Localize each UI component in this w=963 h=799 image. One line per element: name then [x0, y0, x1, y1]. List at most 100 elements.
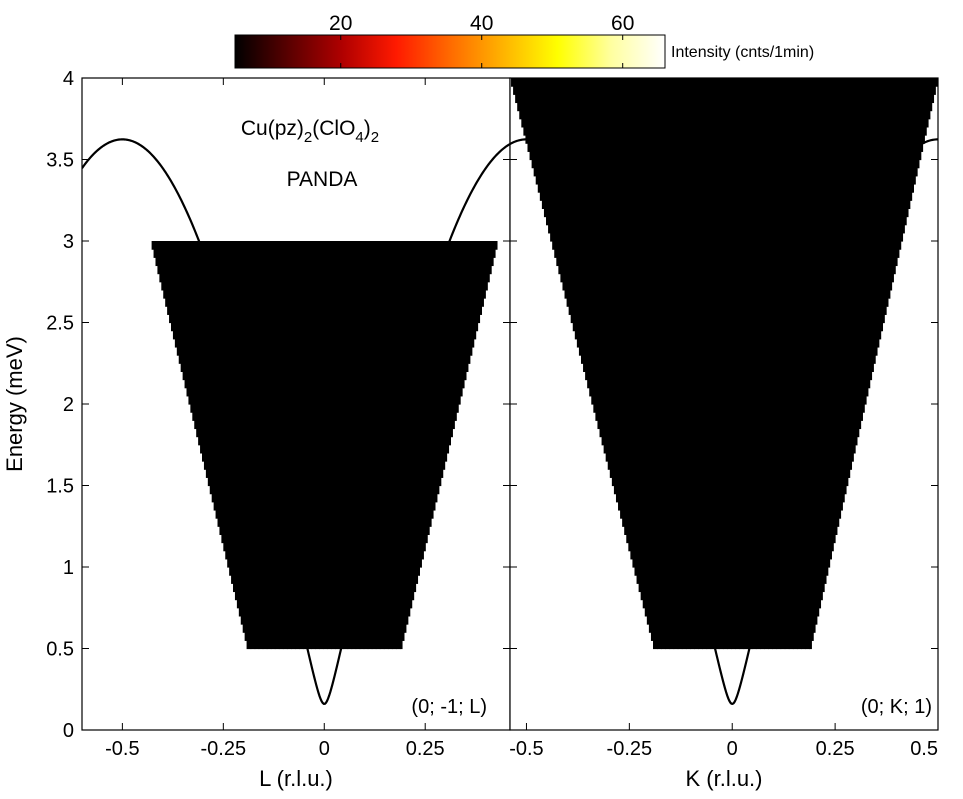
heatmap-cell: [260, 444, 266, 454]
heatmap-cell: [325, 444, 330, 454]
heatmap-cell: [260, 477, 265, 487]
heatmap-cell: [710, 526, 716, 535]
heatmap-cell: [290, 265, 296, 275]
heatmap-cell: [657, 640, 662, 650]
heatmap-cell: [373, 273, 378, 283]
heatmap-cell: [398, 363, 404, 372]
heatmap-cell: [398, 428, 403, 438]
heatmap-cell: [249, 330, 255, 340]
heatmap-cell: [733, 436, 738, 446]
heatmap-cell: [760, 444, 765, 454]
heatmap-cell: [362, 346, 368, 356]
heatmap-cell: [344, 355, 349, 364]
heatmap-cell: [755, 428, 761, 438]
heatmap-cell: [259, 575, 264, 584]
heatmap-cell: [628, 444, 634, 454]
heatmap-cell: [665, 542, 671, 552]
heatmap-cell: [323, 371, 329, 381]
heatmap-cell: [281, 330, 287, 340]
heatmap-cell: [262, 281, 267, 291]
heatmap-cell: [389, 477, 395, 487]
heatmap-cell: [299, 591, 305, 601]
heatmap-cell: [622, 420, 627, 430]
heatmap-cell: [368, 387, 373, 397]
heatmap-cell: [269, 583, 274, 593]
heatmap-cell: [655, 599, 660, 609]
heatmap-cell: [234, 404, 240, 413]
heatmap-cell: [436, 249, 441, 258]
heatmap-cell: [451, 379, 456, 389]
heatmap-cell: [420, 404, 426, 413]
heatmap-cell: [784, 493, 790, 503]
heatmap-cell: [344, 558, 349, 568]
heatmap-cell: [410, 379, 416, 389]
heatmap-cell: [376, 542, 382, 552]
heatmap-cell: [378, 379, 384, 389]
heatmap-cell: [428, 371, 434, 381]
heatmap-cell: [706, 379, 712, 389]
heatmap-cell: [374, 346, 380, 356]
heatmap-cell: [246, 485, 251, 495]
heatmap-cell: [404, 420, 409, 430]
heatmap-cell: [448, 265, 453, 275]
heatmap-cell: [650, 632, 656, 641]
heatmap-cell: [298, 314, 303, 324]
heatmap-cell: [860, 404, 865, 413]
heatmap-cell: [417, 289, 423, 299]
heatmap-cell: [277, 363, 283, 372]
heatmap-cell: [173, 314, 178, 324]
heatmap-cell: [165, 265, 171, 275]
heatmap-cell: [303, 607, 309, 617]
heatmap-cell: [215, 355, 220, 364]
heatmap-cell: [231, 322, 237, 332]
heatmap-cell: [213, 501, 219, 511]
heatmap-cell: [438, 379, 444, 389]
heatmap-cell: [456, 281, 461, 291]
heatmap-cell: [327, 591, 333, 601]
heatmap-cell: [811, 387, 817, 397]
heatmap-cell: [848, 420, 854, 430]
heatmap-cell: [438, 428, 444, 438]
heatmap-cell: [687, 615, 693, 625]
heatmap-cell: [799, 452, 804, 462]
heatmap-cell: [404, 404, 410, 413]
heatmap-cell: [437, 371, 442, 381]
heatmap-cell: [735, 493, 741, 503]
heatmap-cell: [706, 412, 712, 421]
heatmap-cell: [731, 607, 736, 617]
heatmap-cell: [743, 591, 749, 601]
heatmap-cell: [400, 404, 405, 413]
heatmap-cell: [259, 558, 265, 568]
heatmap-cell: [677, 461, 683, 470]
heatmap-cell: [675, 387, 681, 397]
heatmap-cell: [311, 640, 316, 650]
heatmap-cell: [751, 542, 757, 552]
heatmap-cell: [733, 615, 738, 625]
heatmap-cell: [772, 575, 778, 584]
heatmap-cell: [242, 469, 247, 478]
heatmap-cell: [708, 452, 714, 462]
heatmap-cell: [240, 444, 246, 454]
heatmap-cell: [411, 314, 416, 324]
heatmap-cell: [655, 550, 660, 560]
heatmap-cell: [648, 558, 654, 568]
heatmap-cell: [797, 395, 802, 405]
heatmap-cell: [421, 509, 427, 519]
heatmap-cell: [395, 249, 401, 258]
heatmap-cell: [692, 599, 697, 609]
heatmap-cell: [261, 379, 266, 389]
heatmap-cell: [640, 477, 646, 487]
heatmap-cell: [657, 575, 662, 584]
heatmap-cell: [175, 257, 181, 267]
heatmap-cell: [712, 387, 718, 397]
heatmap-cell: [747, 591, 753, 601]
heatmap-cell: [792, 493, 798, 503]
heatmap-cell: [478, 241, 484, 250]
heatmap-cell: [821, 558, 827, 568]
heatmap-cell: [669, 379, 675, 389]
heatmap-cell: [228, 273, 233, 283]
heatmap-cell: [276, 509, 281, 519]
heatmap-cell: [185, 265, 191, 275]
heatmap-cell: [836, 420, 841, 430]
heatmap-cell: [425, 493, 431, 503]
